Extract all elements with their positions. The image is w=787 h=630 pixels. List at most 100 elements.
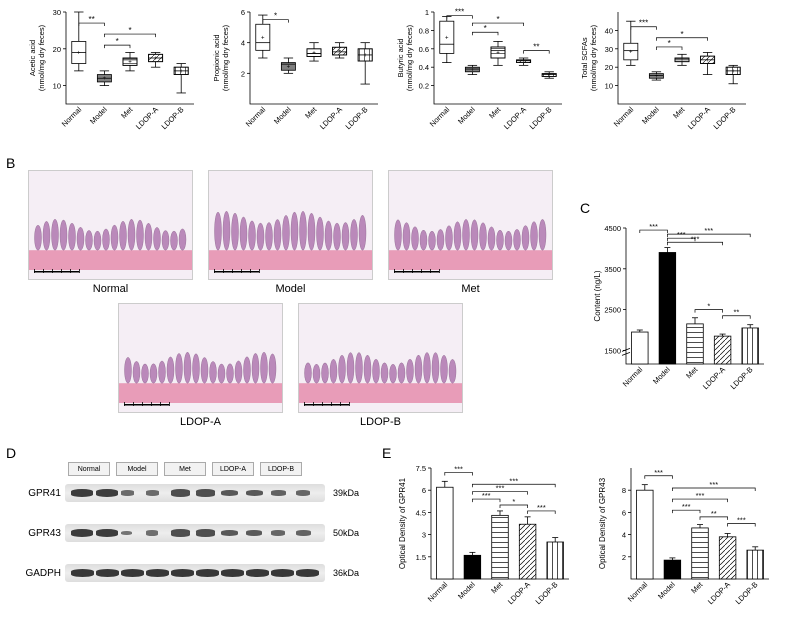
svg-text:+: + — [731, 69, 735, 75]
svg-text:LDOP-A: LDOP-A — [506, 580, 532, 606]
panel-a-boxplots: 10 20 30 Acetic acid(nmol/mg dry feces) + Nor… — [28, 6, 750, 146]
svg-text:*: * — [128, 26, 131, 35]
svg-text:*: * — [707, 302, 710, 311]
wb-size: 39kDa — [333, 488, 359, 498]
svg-text:LDOP-A: LDOP-A — [502, 105, 528, 131]
svg-text:0.6: 0.6 — [419, 45, 429, 54]
svg-text:3500: 3500 — [604, 265, 621, 274]
panel-b-histology: Normal Model Met LDOP-A LDOP-B — [28, 170, 553, 428]
svg-text:1: 1 — [425, 8, 429, 17]
wb-size: 50kDa — [333, 528, 359, 538]
svg-text:+: + — [77, 50, 81, 56]
wb-lab-3: LDOP-A — [212, 462, 254, 476]
svg-text:LDOP-B: LDOP-B — [343, 105, 369, 131]
svg-text:+: + — [547, 73, 551, 79]
svg-text:+: + — [338, 49, 342, 55]
svg-text:***: *** — [496, 484, 505, 493]
boxplot-acetic: 102030Acetic acid(nmol/mg dry feces)+Nor… — [28, 6, 198, 146]
svg-text:LDOP-A: LDOP-A — [134, 105, 160, 131]
svg-text:Model: Model — [640, 105, 661, 126]
svg-text:**: ** — [733, 308, 739, 317]
boxplot-totalscfa: 10203040Total SCFAs(nmol/mg dry feces)+N… — [580, 6, 750, 146]
wb-lab-2: Met — [164, 462, 206, 476]
svg-text:Normal: Normal — [621, 365, 645, 389]
svg-text:***: *** — [537, 503, 546, 512]
svg-text:Model: Model — [456, 105, 477, 126]
svg-text:Normal: Normal — [612, 105, 636, 129]
wb-strip — [65, 524, 325, 542]
svg-text:Model: Model — [88, 105, 109, 126]
hist-ldopb — [298, 303, 463, 413]
svg-text:*: * — [668, 39, 671, 48]
svg-text:LDOP-B: LDOP-B — [733, 580, 759, 606]
panel-b-label: B — [6, 155, 15, 171]
svg-text:***: *** — [455, 8, 464, 17]
svg-text:Normal: Normal — [426, 580, 450, 604]
panel-e-label: E — [382, 445, 391, 461]
svg-text:**: ** — [88, 15, 94, 24]
svg-text:30: 30 — [605, 45, 613, 54]
svg-text:1.5: 1.5 — [416, 553, 426, 562]
wb-protein-name: GADPH — [20, 568, 65, 579]
svg-text:10: 10 — [605, 82, 613, 91]
panel-d-label: D — [6, 445, 16, 461]
svg-text:Normal: Normal — [428, 105, 452, 129]
svg-text:***: *** — [691, 234, 700, 243]
svg-text:6: 6 — [422, 486, 426, 495]
svg-text:LDOP-A: LDOP-A — [701, 365, 727, 391]
svg-text:***: *** — [454, 464, 463, 473]
svg-text:Met: Met — [684, 364, 700, 380]
svg-text:Met: Met — [671, 104, 687, 120]
svg-text:Model: Model — [656, 580, 677, 601]
svg-text:***: *** — [654, 468, 663, 477]
svg-text:0.8: 0.8 — [419, 26, 429, 35]
svg-text:***: *** — [649, 222, 658, 231]
svg-text:4.5: 4.5 — [416, 508, 426, 517]
wb-strip — [65, 484, 325, 502]
svg-text:6: 6 — [241, 8, 245, 17]
wb-row-gpr43: GPR4350kDa — [20, 524, 359, 542]
western-blot: Normal Model Met LDOP-A LDOP-B GPR4139kD… — [20, 462, 359, 582]
wb-row-gpr41: GPR4139kDa — [20, 484, 359, 502]
svg-text:+: + — [128, 60, 132, 66]
svg-text:***: *** — [677, 230, 686, 239]
svg-text:**: ** — [533, 43, 539, 52]
panel-c-label: C — [580, 200, 590, 216]
hist-ldopa — [118, 303, 283, 413]
wb-lab-0: Normal — [68, 462, 110, 476]
hist-ldopb-label: LDOP-B — [298, 416, 463, 428]
svg-text:30: 30 — [53, 8, 61, 17]
svg-text:+: + — [496, 50, 500, 56]
svg-text:LDOP-A: LDOP-A — [706, 580, 732, 606]
boxplot-butyric: 0.20.40.60.81Butyric acid(nmol/mg dry fe… — [396, 6, 566, 146]
svg-text:*: * — [274, 12, 277, 21]
wb-lab-1: Model — [116, 462, 158, 476]
svg-text:8: 8 — [622, 486, 626, 495]
svg-text:**: ** — [711, 509, 717, 518]
svg-text:+: + — [103, 76, 107, 82]
svg-text:***: *** — [704, 226, 713, 235]
svg-text:0.4: 0.4 — [419, 63, 429, 72]
panel-e-gpr41: 1.534.567.5Optical Density of GPR41Norma… — [395, 460, 575, 625]
svg-text:Propionic acid(nmol/mg dry fec: Propionic acid(nmol/mg dry feces) — [212, 24, 230, 91]
svg-text:+: + — [312, 51, 316, 57]
boxplot-propionic: 246Propionic acid(nmol/mg dry feces)+Nor… — [212, 6, 382, 146]
svg-text:***: *** — [482, 491, 491, 500]
svg-text:*: * — [512, 497, 515, 506]
svg-text:7.5: 7.5 — [416, 464, 426, 473]
svg-text:+: + — [629, 50, 633, 56]
svg-text:4: 4 — [241, 39, 245, 48]
svg-text:Normal: Normal — [626, 580, 650, 604]
svg-text:Acetic acid(nmol/mg dry feces): Acetic acid(nmol/mg dry feces) — [28, 24, 46, 91]
svg-text:+: + — [179, 69, 183, 75]
panel-c-barplot: 1500250035004500Content (ng/L)NormalMode… — [590, 220, 770, 410]
svg-text:***: *** — [682, 502, 691, 511]
svg-text:Met: Met — [489, 579, 505, 595]
hist-model-label: Model — [208, 283, 373, 295]
svg-text:20: 20 — [53, 45, 61, 54]
svg-text:+: + — [261, 35, 265, 41]
svg-text:0.2: 0.2 — [419, 82, 429, 91]
svg-text:+: + — [154, 56, 158, 62]
svg-text:6: 6 — [622, 508, 626, 517]
svg-text:LDOP-A: LDOP-A — [318, 105, 344, 131]
